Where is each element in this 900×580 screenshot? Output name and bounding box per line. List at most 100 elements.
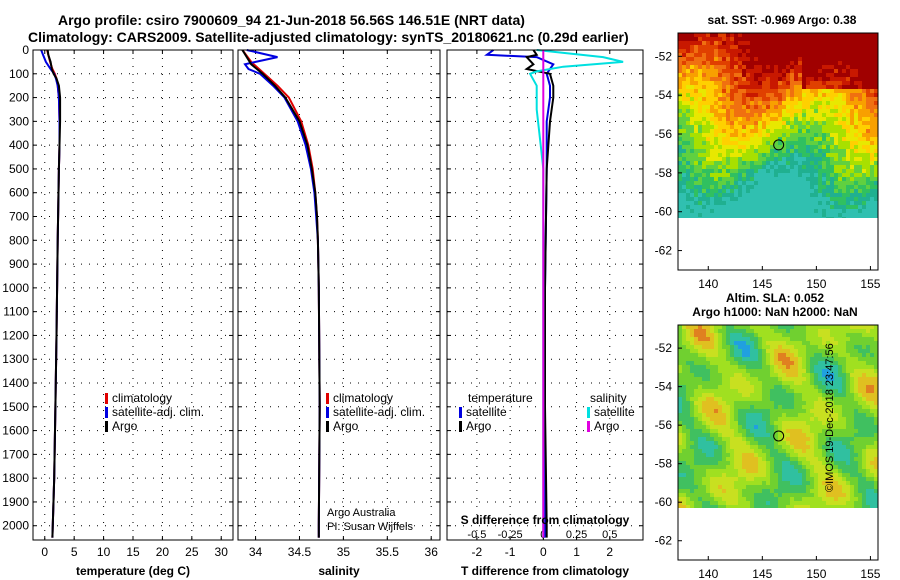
sla-map-cell bbox=[838, 325, 842, 329]
sla-map-cell bbox=[830, 477, 834, 481]
sst-map-cell bbox=[702, 33, 706, 37]
sst-map-cell bbox=[866, 93, 870, 97]
sla-map-cell bbox=[742, 349, 746, 353]
sst-map-cell bbox=[866, 177, 870, 181]
sla-map-cell bbox=[818, 393, 822, 397]
sla-map-cell bbox=[870, 493, 874, 497]
sla-map-cell bbox=[722, 489, 726, 493]
sst-map-cell bbox=[870, 97, 874, 101]
sst-map-cell bbox=[870, 157, 874, 161]
sla-map-cell bbox=[774, 473, 778, 477]
sla-map-cell bbox=[686, 445, 690, 449]
sst-map-cell bbox=[774, 33, 778, 37]
sla-map-cell bbox=[830, 497, 834, 501]
sla-map-cell bbox=[750, 489, 754, 493]
sst-map-cell bbox=[730, 173, 734, 177]
sst-map-cell bbox=[754, 125, 758, 129]
sla-map-cell bbox=[738, 473, 742, 477]
sla-map-cell bbox=[694, 337, 698, 341]
sla-map-cell bbox=[806, 381, 810, 385]
sla-map-cell bbox=[810, 469, 814, 473]
sla-map-cell bbox=[826, 505, 830, 508]
sst-map-cell bbox=[714, 69, 718, 73]
sla-map-cell bbox=[802, 329, 806, 333]
sla-map-cell bbox=[718, 433, 722, 437]
sst-map-cell bbox=[806, 89, 810, 93]
sla-map-cell bbox=[702, 341, 706, 345]
sla-map-cell bbox=[734, 465, 738, 469]
sla-map-cell bbox=[746, 501, 750, 505]
sst-map-cell bbox=[798, 181, 802, 185]
sst-map-cell bbox=[710, 49, 714, 53]
sla-map-cell bbox=[834, 449, 838, 453]
sst-map-cell bbox=[718, 125, 722, 129]
sla-map-cell bbox=[726, 409, 730, 413]
sla-map-cell bbox=[774, 401, 778, 405]
sst-map-cell bbox=[786, 181, 790, 185]
sst-map-cell bbox=[874, 73, 878, 77]
sla-map-cell bbox=[770, 365, 774, 369]
sla-map-cell bbox=[726, 405, 730, 409]
sst-map-cell bbox=[770, 149, 774, 153]
sst-map-cell bbox=[686, 121, 690, 125]
sla-map-cell bbox=[690, 341, 694, 345]
sst-map-cell bbox=[778, 53, 782, 57]
sla-map-cell bbox=[766, 465, 770, 469]
sst-map-cell bbox=[722, 205, 726, 209]
sla-map-cell bbox=[678, 445, 682, 449]
sla-map-cell bbox=[834, 469, 838, 473]
sla-map-cell bbox=[798, 441, 802, 445]
sla-map-cell bbox=[734, 449, 738, 453]
sst-map-cell bbox=[754, 205, 758, 209]
sla-map-cell bbox=[786, 365, 790, 369]
sla-map-cell bbox=[694, 405, 698, 409]
sla-map-cell bbox=[786, 361, 790, 365]
sla-map-cell bbox=[678, 465, 682, 469]
sst-map-cell bbox=[698, 157, 702, 161]
sla-map-cell bbox=[874, 445, 878, 449]
sla-map-cell bbox=[806, 405, 810, 409]
sla-map-cell bbox=[698, 325, 702, 329]
sst-map-cell bbox=[738, 149, 742, 153]
sst-map-cell bbox=[826, 69, 830, 73]
sst-map-cell bbox=[810, 141, 814, 145]
sst-map-cell bbox=[706, 197, 710, 201]
sst-map-cell bbox=[774, 169, 778, 173]
sst-map-cell bbox=[678, 105, 682, 109]
sst-map-cell bbox=[798, 165, 802, 169]
sla-map-cell bbox=[778, 365, 782, 369]
sla-map-cell bbox=[698, 469, 702, 473]
sst-map-cell bbox=[798, 185, 802, 189]
sst-map-cell bbox=[718, 201, 722, 205]
sla-map-cell bbox=[710, 401, 714, 405]
sla-map-cell bbox=[718, 425, 722, 429]
sla-map-cell bbox=[786, 489, 790, 493]
sst-map-cell bbox=[810, 37, 814, 41]
sst-map-cell bbox=[790, 117, 794, 121]
sst-map-cell bbox=[826, 193, 830, 197]
sst-map-cell bbox=[826, 81, 830, 85]
sla-map-cell bbox=[842, 449, 846, 453]
sst-map-cell bbox=[774, 201, 778, 205]
sla-map-cell bbox=[726, 477, 730, 481]
sst-map-cell bbox=[758, 117, 762, 121]
sst-map-cell bbox=[798, 45, 802, 49]
sla-map-cell bbox=[682, 325, 686, 329]
sst-map-cell bbox=[750, 133, 754, 137]
sst-map-cell bbox=[806, 125, 810, 129]
sla-map-cell bbox=[762, 373, 766, 377]
sst-map-cell bbox=[858, 209, 862, 213]
sst-map-cell bbox=[770, 57, 774, 61]
sla-map-cell bbox=[682, 501, 686, 505]
sla-map-cell bbox=[710, 497, 714, 501]
sla-map-cell bbox=[698, 333, 702, 337]
sla-map-cell bbox=[806, 341, 810, 345]
sla-map-cell bbox=[866, 329, 870, 333]
sst-map-cell bbox=[754, 89, 758, 93]
sst-map-cell bbox=[862, 85, 866, 89]
sla-map-cell bbox=[742, 425, 746, 429]
sst-map-cell bbox=[726, 173, 730, 177]
sst-map-cell bbox=[742, 181, 746, 185]
sst-map-cell bbox=[742, 157, 746, 161]
sla-map-cell bbox=[854, 341, 858, 345]
